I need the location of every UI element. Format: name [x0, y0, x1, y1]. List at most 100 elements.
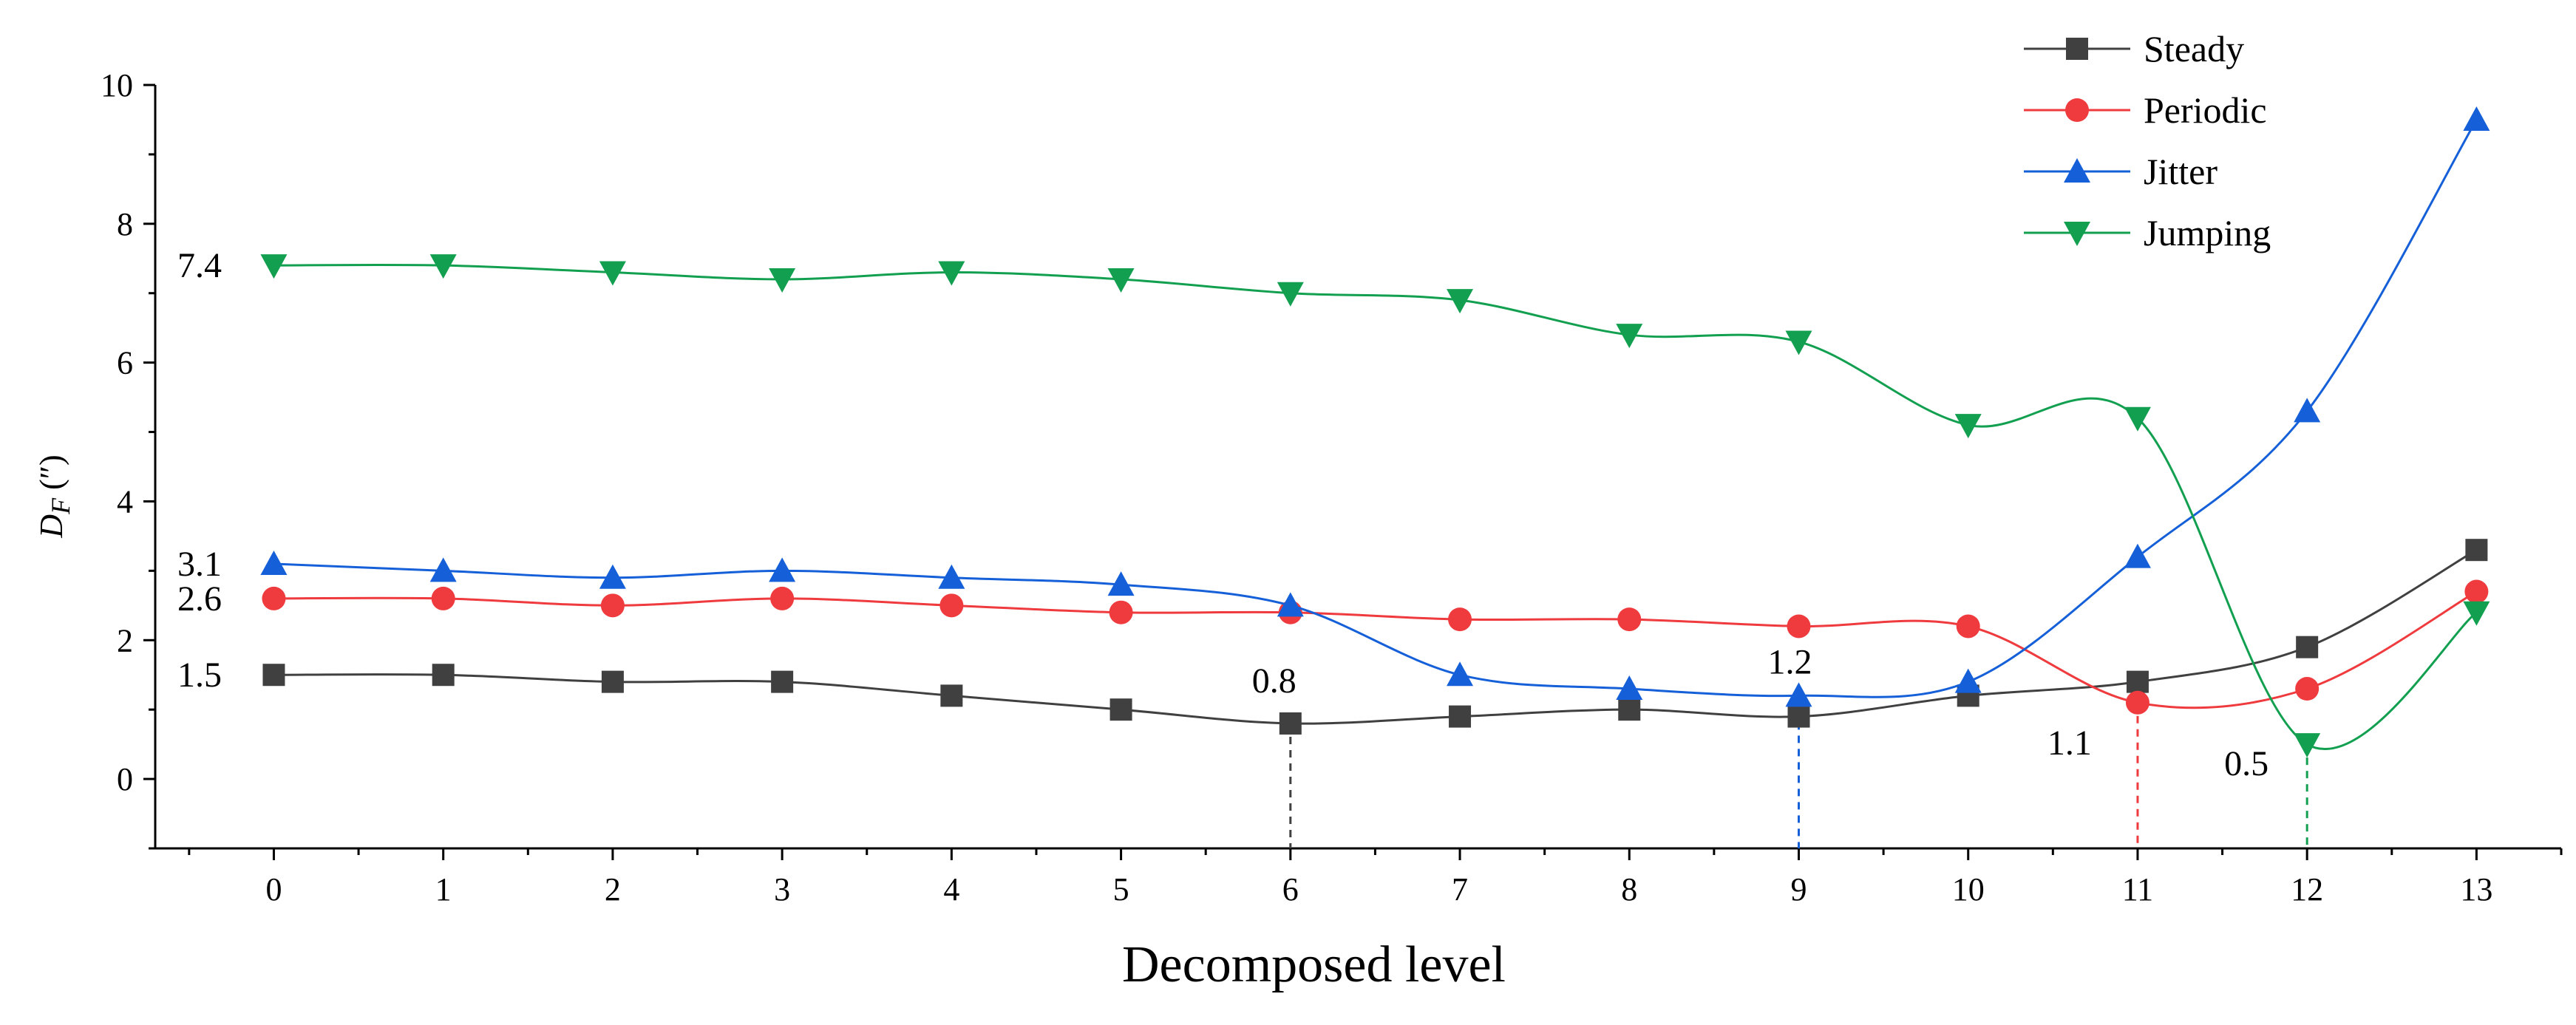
- data-point-periodic: [1617, 607, 1642, 632]
- data-point-jitter: [2463, 106, 2490, 131]
- data-point-jumping: [938, 261, 965, 286]
- data-point-jitter: [1277, 592, 1304, 617]
- data-point-periodic: [262, 586, 286, 610]
- min-value-label: 1.1: [2047, 723, 2092, 763]
- y-tick-label: 10: [101, 67, 133, 103]
- legend-label: Jumping: [2144, 212, 2271, 253]
- data-point-jitter: [769, 557, 796, 582]
- data-point-jumping: [1277, 282, 1304, 307]
- data-point-jitter: [429, 557, 457, 582]
- data-point-periodic: [1448, 607, 1472, 632]
- legend-item-jumping: Jumping: [2024, 212, 2271, 253]
- min-value-label: 0.8: [1252, 661, 1297, 701]
- data-point-steady: [940, 684, 963, 707]
- y-axis-title: DF (″): [33, 454, 75, 538]
- x-tick-label: 5: [1113, 871, 1129, 907]
- data-point-steady: [262, 664, 285, 687]
- data-point-jumping: [1107, 268, 1135, 293]
- y-tick-label: 6: [117, 345, 133, 381]
- data-point-jumping: [769, 268, 796, 293]
- data-point-periodic: [2125, 690, 2150, 715]
- data-point-jumping: [429, 254, 457, 279]
- data-point-jitter: [2124, 543, 2151, 568]
- data-point-steady: [1449, 705, 1472, 728]
- data-point-periodic: [431, 586, 455, 610]
- data-point-steady: [771, 670, 794, 693]
- data-point-periodic: [939, 593, 964, 618]
- series-periodic: [262, 579, 2489, 715]
- data-point-periodic: [2295, 677, 2320, 701]
- x-tick-label: 2: [605, 871, 621, 907]
- data-point-jumping: [2463, 601, 2490, 626]
- x-axis-title: Decomposed level: [1122, 936, 1506, 993]
- series-line-jumping: [273, 263, 2478, 751]
- legend-label: Periodic: [2144, 89, 2267, 131]
- series-line-jitter: [273, 119, 2478, 698]
- legend-marker: [2064, 222, 2090, 246]
- data-point-jumping: [1616, 324, 1643, 349]
- data-point-steady: [2296, 636, 2319, 658]
- data-point-steady: [601, 670, 624, 693]
- data-point-steady: [1618, 698, 1641, 721]
- legend: Steady Periodic Jitter Jumping: [2024, 28, 2271, 253]
- data-point-jumping: [599, 261, 626, 286]
- data-point-periodic: [1109, 600, 1133, 624]
- data-point-steady: [1787, 705, 1810, 728]
- start-value-label: 1.5: [177, 655, 222, 695]
- data-point-steady: [1109, 698, 1132, 721]
- min-value-label: 1.2: [1767, 642, 1812, 681]
- data-point-periodic: [1787, 614, 1811, 639]
- data-point-jumping: [1785, 330, 1812, 355]
- legend-item-steady: Steady: [2024, 28, 2244, 69]
- series-line-periodic: [273, 590, 2478, 709]
- series-steady: [262, 539, 2488, 735]
- series-group: [260, 106, 2490, 758]
- data-point-steady: [432, 664, 455, 687]
- x-tick-label: 7: [1452, 871, 1468, 907]
- data-point-jitter: [1447, 661, 1474, 687]
- x-tick-label: 4: [943, 871, 959, 907]
- data-point-jitter: [2294, 398, 2321, 423]
- x-tick-label: 0: [265, 871, 282, 907]
- data-point-jumping: [1954, 414, 1982, 439]
- legend-marker: [2066, 38, 2088, 60]
- x-tick-label: 10: [1952, 871, 1985, 907]
- data-point-jitter: [938, 564, 965, 589]
- data-point-steady: [2465, 539, 2488, 562]
- data-point-periodic: [1956, 614, 1980, 639]
- data-point-jumping: [1447, 289, 1474, 314]
- data-point-jitter: [1954, 668, 1982, 693]
- data-point-jitter: [1616, 675, 1643, 701]
- legend-item-jitter: Jitter: [2024, 151, 2218, 192]
- legend-label: Steady: [2144, 28, 2244, 69]
- start-value-label: 3.1: [177, 545, 222, 584]
- x-tick-label: 3: [774, 871, 790, 907]
- data-point-periodic: [2464, 579, 2489, 604]
- x-tick-label: 8: [1621, 871, 1637, 907]
- data-point-jumping: [2124, 406, 2151, 432]
- x-tick-label: 13: [2460, 871, 2492, 907]
- data-point-periodic: [770, 586, 795, 610]
- start-value-label: 2.6: [177, 579, 222, 619]
- data-point-steady: [2126, 670, 2149, 693]
- series-jitter: [260, 106, 2490, 707]
- series-jumping: [260, 254, 2490, 758]
- data-point-jumping: [260, 254, 288, 279]
- data-point-steady: [1279, 712, 1302, 735]
- x-tick-label: 9: [1790, 871, 1807, 907]
- data-point-periodic: [600, 593, 625, 618]
- min-value-label: 0.5: [2224, 744, 2269, 783]
- y-tick-label: 0: [117, 761, 133, 797]
- start-value-label: 7.4: [177, 246, 222, 285]
- data-point-jumping: [2294, 733, 2321, 758]
- data-point-jitter: [599, 564, 626, 589]
- annotation-guides: [1289, 709, 2308, 848]
- series-line-steady: [273, 548, 2478, 725]
- legend-marker: [2065, 98, 2089, 122]
- annotation-labels: 7.4 3.12.6 1.5 0.8 1.2 1.1 0.5: [177, 246, 2269, 783]
- y-tick-label: 4: [117, 483, 133, 520]
- data-point-jitter: [1107, 571, 1135, 596]
